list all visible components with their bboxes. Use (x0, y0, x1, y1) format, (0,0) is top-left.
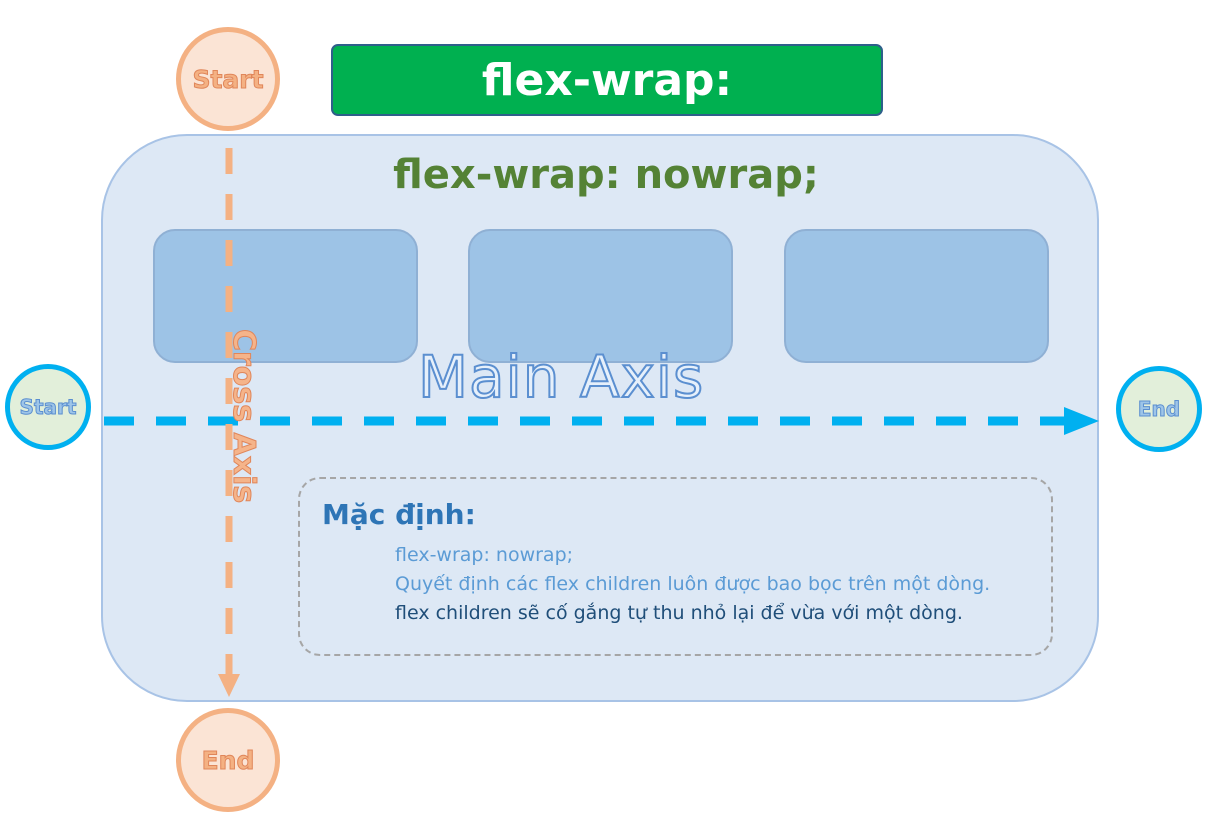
main-start-label: Start (19, 395, 77, 420)
flex-child-2 (468, 229, 733, 363)
note-heading: Mặc định: (322, 498, 476, 531)
note-line-2: Quyết định các flex children luôn được b… (395, 573, 991, 595)
main-end-label: End (1137, 397, 1181, 422)
main-axis-arrowhead (1064, 407, 1099, 435)
main-axis-label: Main Axis (417, 342, 705, 412)
main-end-circle: End (1116, 366, 1202, 452)
flex-child-1 (153, 229, 418, 363)
title-text: flex-wrap: (481, 54, 733, 106)
note-line-3: flex children sẽ cố gắng tự thu nhỏ lại … (395, 602, 963, 624)
main-start-circle: Start (5, 364, 91, 450)
flex-child-3 (784, 229, 1049, 363)
cross-start-circle: Start (176, 27, 280, 131)
cross-end-label: End (201, 745, 255, 775)
note-line-1: flex-wrap: nowrap; (395, 544, 574, 566)
cross-end-circle: End (176, 708, 280, 812)
cross-start-label: Start (192, 64, 264, 94)
cross-axis-label: Cross Axis (226, 328, 262, 504)
cross-axis-arrowhead (218, 674, 240, 697)
container-title: flex-wrap: nowrap; (393, 152, 819, 198)
default-note-box (298, 477, 1053, 656)
title-banner: flex-wrap: (331, 44, 883, 116)
